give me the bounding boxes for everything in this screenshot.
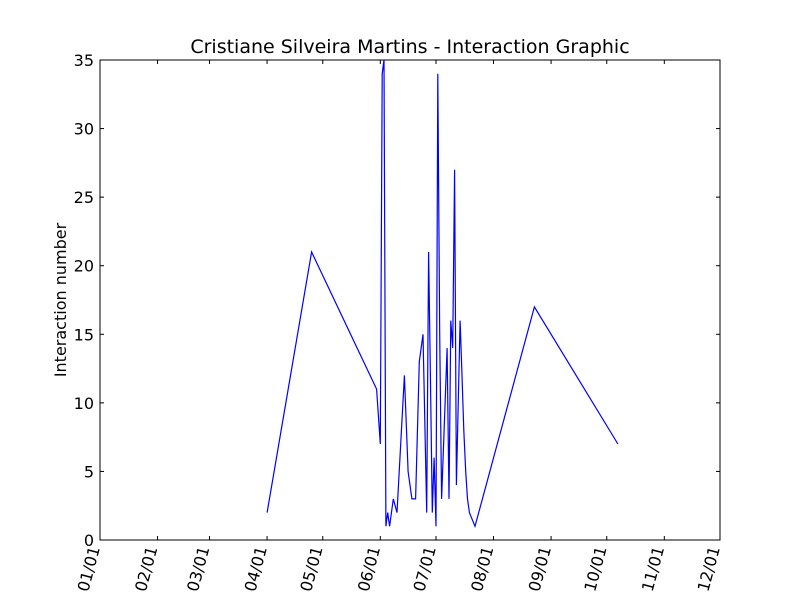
series-line [266, 59, 619, 529]
series-layer [266, 59, 619, 529]
chart-title: Cristiane Silveira Martins - Interaction… [190, 36, 629, 58]
y-tick-label: 5 [84, 462, 94, 481]
y-tick-label: 10 [74, 394, 94, 413]
plot-frame [99, 59, 721, 541]
y-axis-label: Interaction number [51, 222, 70, 377]
y-axis: 0 5 10 15 20 25 30 35 [74, 51, 720, 550]
y-tick-label: 15 [74, 325, 94, 344]
y-tick-label: 35 [74, 51, 94, 70]
y-tick-label: 30 [74, 120, 94, 139]
y-tick-label: 0 [84, 531, 94, 550]
y-tick-label: 20 [74, 257, 94, 276]
y-tick-label: 25 [74, 188, 94, 207]
